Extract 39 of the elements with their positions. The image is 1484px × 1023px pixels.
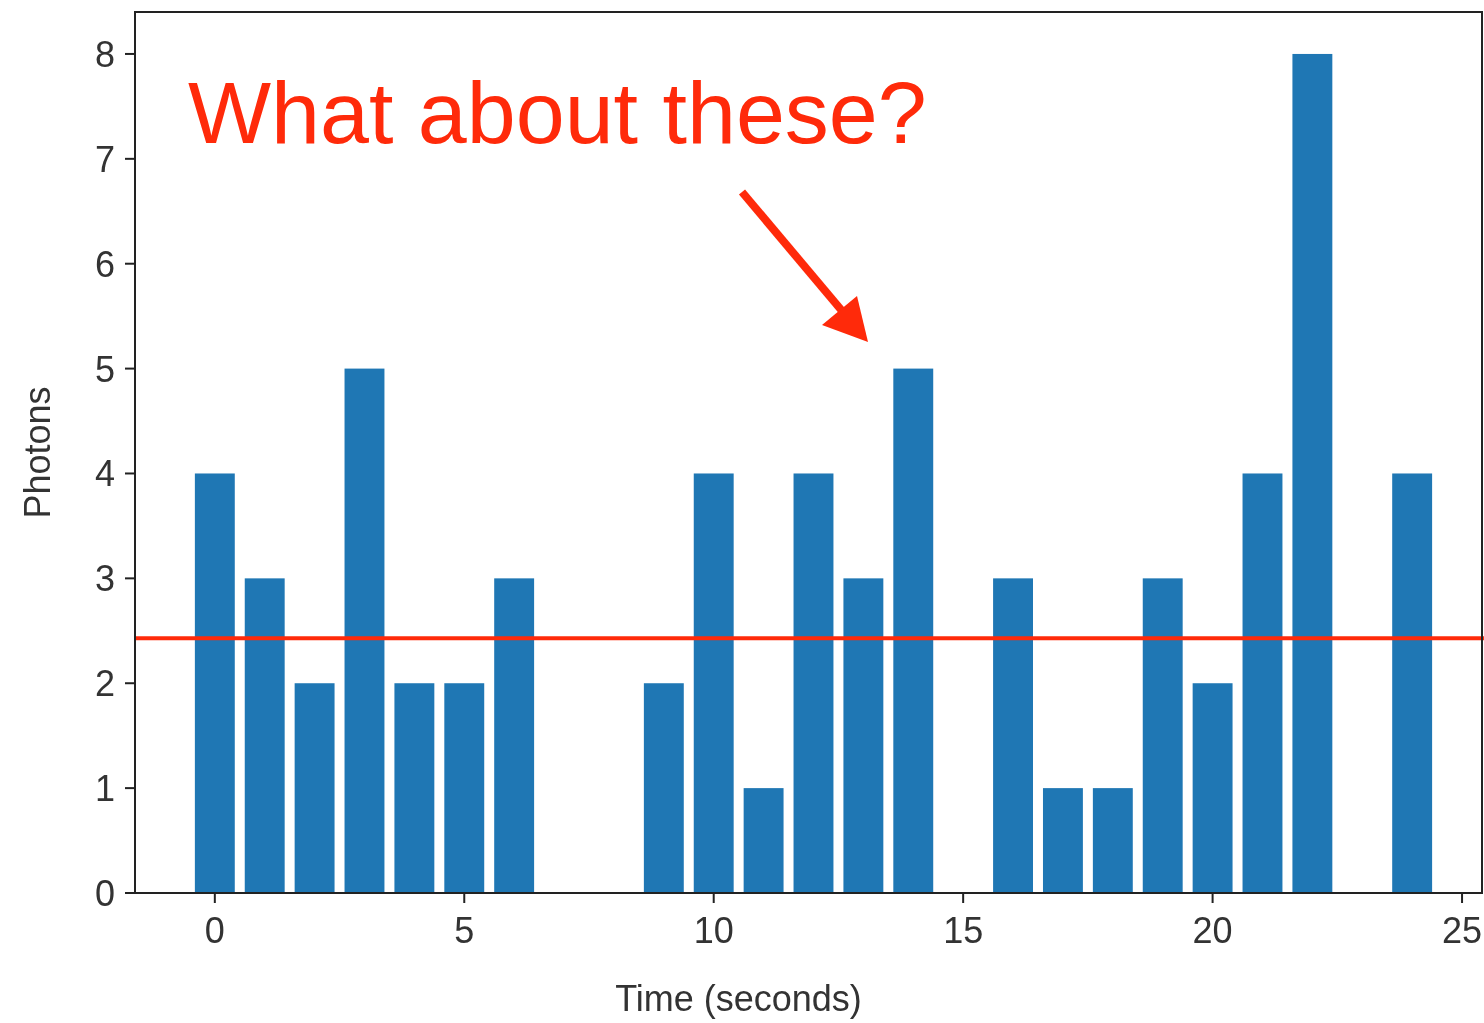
x-tick-label: 5	[454, 910, 475, 951]
y-tick-label: 5	[94, 348, 115, 390]
x-tick-label: 20	[1192, 910, 1233, 951]
x-axis-title: Time (seconds)	[615, 978, 862, 1019]
bar	[843, 578, 884, 893]
bar	[494, 578, 535, 893]
bar	[444, 683, 485, 893]
bar	[893, 368, 934, 893]
x-tick-label: 0	[204, 910, 225, 951]
bar	[244, 578, 285, 893]
bar	[194, 473, 235, 893]
bar	[1242, 473, 1283, 893]
y-tick-label: 6	[94, 243, 115, 285]
y-tick-label: 1	[94, 768, 115, 810]
bar	[793, 473, 834, 893]
bar	[1142, 578, 1183, 893]
x-tick-label: 15	[943, 910, 984, 951]
y-axis-title: Photons	[17, 386, 58, 519]
bar	[1392, 473, 1433, 893]
bar	[743, 788, 784, 893]
x-tick-label: 25	[1442, 910, 1483, 951]
y-tick-label: 2	[94, 663, 115, 705]
y-tick-label: 0	[94, 873, 115, 914]
bar	[1292, 53, 1333, 893]
annotation: What about these?	[188, 63, 927, 162]
bar	[693, 473, 734, 893]
bar	[294, 683, 335, 893]
y-tick-label: 7	[94, 138, 115, 180]
y-tick-label: 4	[94, 453, 115, 495]
bar	[643, 683, 684, 893]
bar	[1192, 683, 1233, 893]
y-tick-label: 3	[94, 558, 115, 600]
bar	[1092, 788, 1133, 893]
x-tick-label: 10	[693, 910, 734, 951]
bar	[1042, 788, 1083, 893]
bar	[993, 578, 1033, 893]
bar	[344, 368, 385, 893]
y-tick-label: 8	[94, 33, 115, 75]
bar	[394, 683, 435, 893]
